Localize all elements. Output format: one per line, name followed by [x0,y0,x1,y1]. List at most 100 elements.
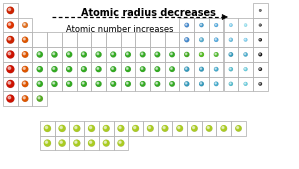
Circle shape [215,38,218,41]
Circle shape [82,67,86,72]
Circle shape [60,141,62,143]
Bar [55,136,69,150]
Circle shape [68,67,69,69]
Circle shape [89,140,94,146]
Circle shape [215,38,218,41]
Circle shape [170,82,174,86]
Bar [77,77,91,91]
Circle shape [178,127,180,129]
Circle shape [245,39,247,41]
Circle shape [22,37,28,42]
Circle shape [52,67,57,72]
Circle shape [155,67,160,71]
Circle shape [52,52,57,57]
Circle shape [118,126,124,131]
Circle shape [67,67,72,72]
Bar [77,47,91,62]
Circle shape [171,68,172,69]
Bar [194,32,209,47]
Circle shape [67,52,72,57]
Circle shape [185,23,188,27]
Circle shape [37,67,42,72]
Circle shape [170,67,174,71]
Circle shape [141,53,143,55]
Circle shape [193,127,195,129]
Bar [91,32,106,47]
Bar [69,136,84,150]
Circle shape [215,24,218,27]
Circle shape [245,53,246,55]
Circle shape [96,67,101,72]
Bar [47,32,62,47]
Circle shape [245,24,246,26]
Bar [150,62,165,77]
Circle shape [82,52,86,57]
Circle shape [52,52,57,57]
Circle shape [82,68,84,69]
Circle shape [260,24,261,26]
Bar [165,77,179,91]
Circle shape [259,83,262,85]
Circle shape [53,53,55,55]
Circle shape [22,81,28,87]
Circle shape [53,82,55,84]
Circle shape [229,53,232,56]
Circle shape [200,24,203,27]
Circle shape [244,39,247,41]
Circle shape [37,82,42,87]
Circle shape [230,83,231,84]
Circle shape [59,126,65,131]
Circle shape [148,126,153,131]
Bar [120,47,135,62]
Bar [91,47,106,62]
Circle shape [89,126,94,131]
Circle shape [244,82,247,85]
Circle shape [96,52,101,57]
Circle shape [259,83,261,85]
Bar [194,47,209,62]
Circle shape [23,38,28,42]
Circle shape [97,53,99,55]
Bar [209,47,223,62]
Circle shape [67,81,71,86]
Circle shape [67,67,71,72]
Bar [62,32,77,47]
Circle shape [245,39,246,40]
Circle shape [200,38,203,42]
Bar [84,121,99,136]
Bar [238,77,253,91]
Circle shape [111,67,115,71]
Circle shape [82,67,86,71]
Circle shape [7,37,13,43]
Circle shape [8,38,10,40]
Circle shape [126,52,130,57]
Circle shape [23,38,25,40]
Circle shape [8,22,13,28]
Circle shape [215,68,218,71]
Circle shape [96,81,101,86]
Circle shape [104,126,106,129]
Circle shape [141,52,145,57]
Circle shape [68,82,69,84]
Bar [238,18,253,32]
Circle shape [97,68,99,69]
Circle shape [111,82,116,86]
Circle shape [104,141,106,143]
Bar [106,32,120,47]
Circle shape [260,24,261,26]
Circle shape [244,53,247,56]
Circle shape [244,68,247,71]
Circle shape [170,82,174,86]
Bar [209,18,223,32]
Bar [179,77,194,91]
Circle shape [75,141,77,143]
Circle shape [8,96,11,99]
Circle shape [82,53,84,55]
Circle shape [237,127,239,129]
Circle shape [7,81,14,88]
Circle shape [215,53,216,55]
Circle shape [37,67,42,72]
Circle shape [215,68,216,69]
Bar [253,3,268,18]
Bar [209,62,223,77]
